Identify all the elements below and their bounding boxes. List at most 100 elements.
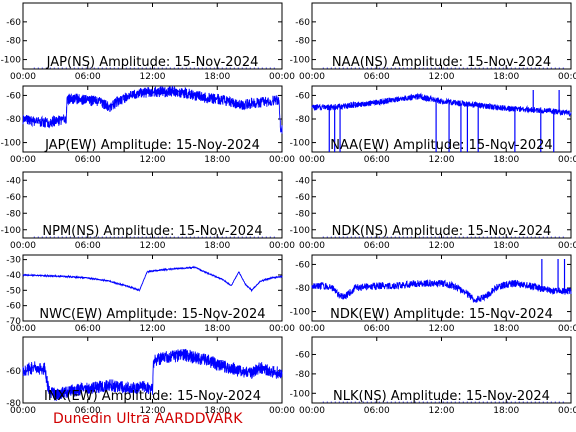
x-tick-label: 12:00 [429, 324, 455, 334]
x-tick-label: 00:00 [269, 72, 295, 82]
x-tick-label: 18:00 [204, 324, 230, 334]
x-tick-label: 12:00 [140, 72, 166, 82]
panel-title: NAA(EW) Amplitude: 15-Nov-2024 [330, 138, 552, 153]
x-tick-label: 18:00 [204, 155, 230, 165]
x-tick-label: 12:00 [429, 155, 455, 165]
y-tick-label: -60 [6, 367, 21, 377]
panel-2: 00:00 06:00 12:00 18:00 00:00 -100 -80 -60 NAA(N… [290, 2, 576, 82]
y-tick-label: -100 [1, 139, 22, 149]
x-tick-label: 18:00 [493, 72, 519, 82]
x-tick-label: 18:00 [204, 72, 230, 82]
y-tick-label: -100 [290, 139, 311, 149]
credit-label: Dunedin Ultra AARDDVARK [53, 411, 243, 427]
x-tick-label: 18:00 [493, 155, 519, 165]
panel-title: NDK(NS) Amplitude: 15-Nov-2024 [332, 224, 552, 239]
x-tick-label: 06:00 [75, 155, 101, 165]
x-tick-label: 00:00 [10, 72, 36, 82]
x-tick-label: 00:00 [558, 324, 576, 334]
x-tick-label: 00:00 [10, 155, 36, 165]
x-tick-label: 18:00 [204, 241, 230, 251]
y-tick-label: -80 [295, 370, 310, 380]
y-tick-label: -100 [1, 226, 22, 236]
panel-4: 00:00 06:00 12:00 18:00 00:00 -100 -80 -60 NAA(E… [290, 85, 576, 165]
y-tick-label: -80 [6, 399, 21, 409]
x-tick-label: 12:00 [140, 406, 166, 416]
x-tick-label: 12:00 [429, 72, 455, 82]
x-tick-label: 12:00 [140, 155, 166, 165]
x-tick-label: 00:00 [558, 155, 576, 165]
x-tick-label: 06:00 [75, 324, 101, 334]
x-tick-label: 06:00 [75, 72, 101, 82]
panel-title: INX(EW) Amplitude: 15-Nov-2024 [44, 389, 261, 404]
y-tick-label: -60 [295, 193, 310, 203]
x-tick-label: 00:00 [10, 324, 36, 334]
series-1-trace [22, 348, 283, 402]
x-tick-label: 00:00 [269, 406, 295, 416]
series-1-trace [311, 92, 572, 118]
y-tick-label: -80 [295, 209, 310, 219]
x-tick-label: 06:00 [364, 406, 390, 416]
y-tick-label: -100 [290, 56, 311, 66]
x-tick-label: 12:00 [140, 324, 166, 334]
y-tick-label: -80 [295, 284, 310, 294]
series-1-trace [311, 279, 572, 303]
y-tick-label: -80 [295, 115, 310, 125]
x-tick-label: 00:00 [299, 406, 325, 416]
x-tick-label: 12:00 [429, 406, 455, 416]
panel-6: 00:00 06:00 12:00 18:00 00:00 -100 -80 -60 -40 ND… [290, 171, 576, 251]
x-tick-label: 12:00 [140, 241, 166, 251]
panel-10: 00:00 06:00 12:00 18:00 00:00 -100 -80 -60 NLK(N… [290, 336, 576, 416]
y-tick-label: -60 [6, 91, 21, 101]
y-tick-label: -60 [295, 260, 310, 270]
panel-title: NWC(EW) Amplitude: 15-Nov-2024 [39, 307, 265, 322]
panel-8: 00:00 06:00 12:00 18:00 00:00 -100 -80 -60 NDK(E… [290, 254, 576, 334]
x-tick-label: 12:00 [429, 241, 455, 251]
x-tick-label: 18:00 [493, 324, 519, 334]
y-tick-label: -60 [6, 302, 21, 312]
x-tick-label: 06:00 [364, 72, 390, 82]
y-tick-label: -50 [6, 286, 21, 296]
y-tick-label: -100 [290, 226, 311, 236]
panel-3: 00:00 06:00 12:00 18:00 00:00 -100 -80 -60 JAP(E… [1, 85, 295, 165]
series-1-trace [22, 265, 283, 293]
x-tick-label: 00:00 [10, 406, 36, 416]
x-tick-label: 00:00 [299, 241, 325, 251]
y-tick-label: -100 [290, 389, 311, 399]
x-tick-label: 00:00 [558, 406, 576, 416]
y-tick-label: -60 [6, 18, 21, 28]
x-tick-label: 18:00 [493, 406, 519, 416]
y-tick-label: -80 [6, 37, 21, 47]
panel-7: 00:00 06:00 12:00 18:00 00:00-70-60-50-40-30… [6, 254, 295, 334]
panel-5: 00:00 06:00 12:00 18:00 00:00 -100 -80 -60 -40 NP… [1, 171, 295, 251]
y-tick-label: -60 [295, 18, 310, 28]
x-tick-label: 00:00 [299, 324, 325, 334]
y-tick-label: -60 [295, 350, 310, 360]
y-tick-label: -60 [6, 193, 21, 203]
x-tick-label: 18:00 [204, 406, 230, 416]
panel-title: NLK(NS) Amplitude: 15-Nov-2024 [333, 389, 550, 404]
series-1-trace [22, 85, 283, 134]
panel-1: 00:00 06:00 12:00 18:00 00:00 -100 -80 -60 JAP(N… [1, 2, 295, 82]
x-tick-label: 06:00 [364, 324, 390, 334]
y-tick-label: -100 [1, 56, 22, 66]
y-tick-label: -40 [6, 271, 21, 281]
x-tick-label: 00:00 [269, 324, 295, 334]
y-tick-label: -60 [295, 91, 310, 101]
x-tick-label: 06:00 [75, 241, 101, 251]
y-tick-label: -80 [6, 115, 21, 125]
x-tick-label: 06:00 [364, 241, 390, 251]
panel-title: JAP(EW) Amplitude: 15-Nov-2024 [44, 138, 260, 153]
x-tick-label: 00:00 [558, 72, 576, 82]
y-tick-label: -40 [295, 176, 310, 186]
x-tick-label: 06:00 [75, 406, 101, 416]
y-tick-label: -30 [6, 256, 21, 266]
x-tick-label: 00:00 [269, 155, 295, 165]
y-tick-label: -70 [6, 317, 21, 327]
x-tick-label: 00:00 [269, 241, 295, 251]
x-tick-label: 06:00 [364, 155, 390, 165]
x-tick-label: 18:00 [493, 241, 519, 251]
x-tick-label: 00:00 [299, 155, 325, 165]
